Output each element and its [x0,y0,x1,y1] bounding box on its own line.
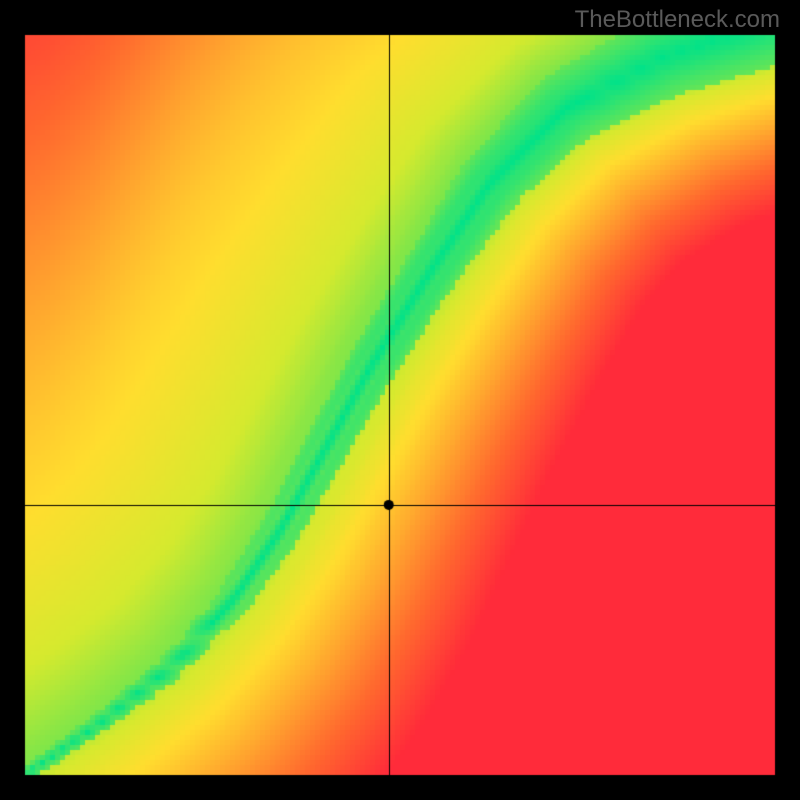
heatmap-canvas [0,0,800,800]
watermark-text: TheBottleneck.com [575,6,780,34]
chart-container: TheBottleneck.com [0,0,800,800]
